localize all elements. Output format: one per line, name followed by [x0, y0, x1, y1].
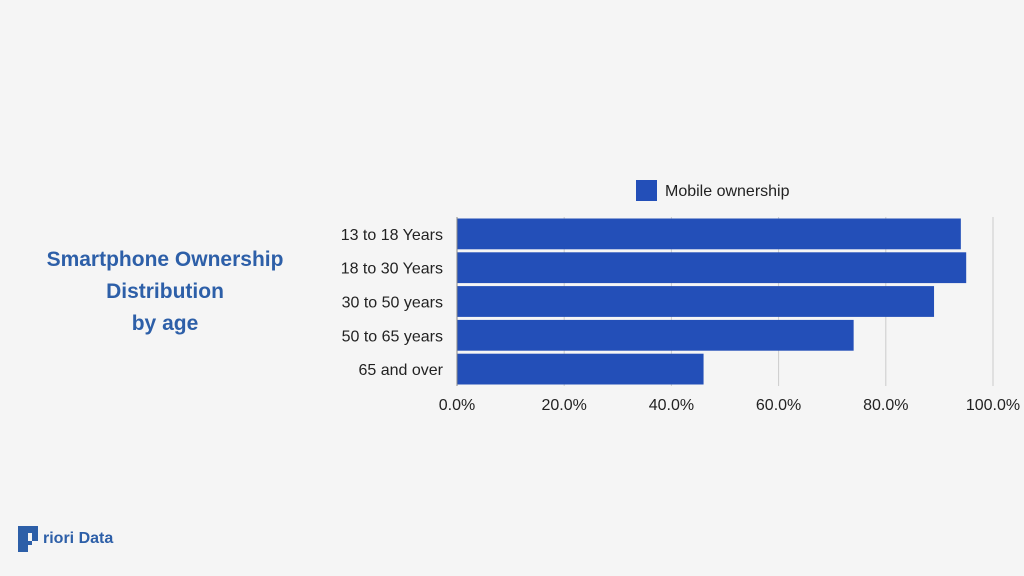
title-line-1: Smartphone Ownership: [46, 248, 284, 271]
bar: [457, 286, 935, 317]
y-category-label: 50 to 65 years: [342, 328, 443, 345]
x-tick-label: 40.0%: [649, 397, 694, 414]
brand-name: riori Data: [43, 530, 114, 547]
title-line-3: by age: [131, 312, 199, 335]
y-category-label: 13 to 18 Years: [341, 227, 443, 244]
bar: [457, 252, 967, 284]
chart-title: Smartphone Ownership Distribution by age: [20, 244, 310, 340]
x-tick-label: 60.0%: [756, 397, 801, 414]
x-tick-label: 20.0%: [542, 397, 587, 414]
legend-swatch: [636, 180, 657, 201]
title-line-2: Distribution: [106, 280, 224, 303]
bar: [457, 218, 961, 250]
legend-label: Mobile ownership: [665, 183, 790, 200]
bar: [457, 353, 704, 385]
brand-mark-icon: [18, 526, 38, 552]
y-category-label: 18 to 30 Years: [341, 261, 443, 278]
x-tick-label: 80.0%: [863, 397, 908, 414]
x-tick-label: 0.0%: [439, 397, 475, 414]
y-category-label: 30 to 50 years: [342, 295, 443, 312]
bar: [457, 319, 854, 351]
x-tick-label: 100.0%: [966, 397, 1020, 414]
brand-logo: riori Data: [18, 526, 113, 552]
y-category-label: 65 and over: [358, 362, 443, 379]
